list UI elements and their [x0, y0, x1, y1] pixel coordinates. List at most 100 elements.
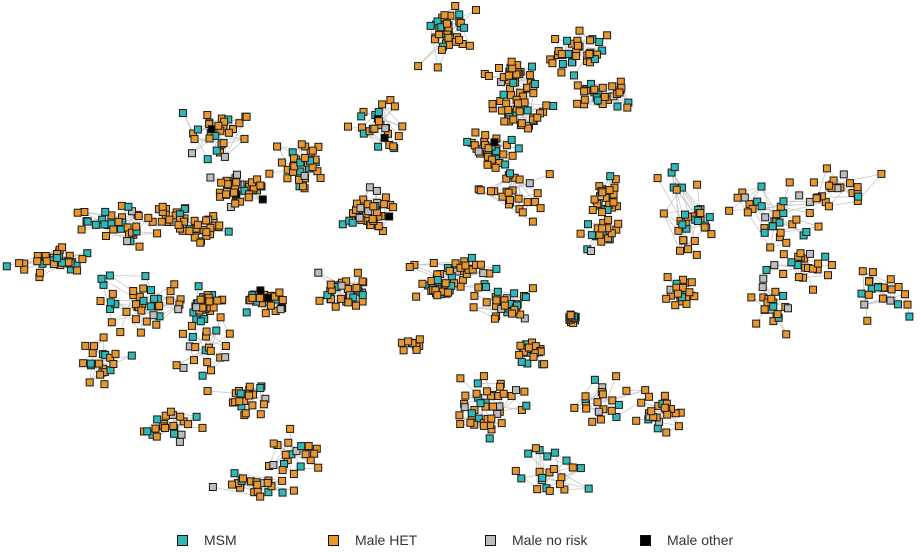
network-node: [490, 314, 499, 323]
network-node: [143, 427, 152, 436]
network-node: [256, 286, 265, 295]
network-node: [483, 160, 492, 169]
network-node: [220, 117, 229, 126]
network-node: [389, 203, 398, 212]
network-node: [203, 111, 212, 119]
network-node: [488, 100, 497, 108]
network-node: [479, 421, 488, 430]
network-node: [190, 356, 198, 365]
network-node: [139, 296, 148, 305]
network-node: [220, 152, 229, 161]
network-node: [779, 291, 788, 300]
network-node: [390, 102, 399, 111]
network-node: [533, 113, 542, 122]
network-node: [137, 306, 146, 315]
network-node: [570, 403, 579, 412]
network-node: [598, 208, 606, 217]
network-node: [785, 178, 794, 187]
network-node: [331, 302, 340, 311]
network-edge: [553, 468, 589, 489]
legend: MSM Male HET Male no risk Male other: [0, 529, 921, 551]
network-node: [193, 125, 202, 134]
network-node: [146, 302, 155, 311]
network-node: [612, 372, 621, 381]
network-node: [248, 401, 257, 410]
network-node: [864, 290, 873, 299]
network-node: [15, 259, 24, 268]
network-node: [461, 391, 470, 400]
network-node: [549, 102, 558, 110]
network-node: [568, 463, 577, 472]
network-node: [733, 193, 742, 202]
network-node: [779, 250, 788, 259]
network-node: [323, 291, 332, 300]
network-node: [623, 103, 632, 112]
network-node: [166, 407, 175, 416]
network-node: [479, 372, 488, 381]
network-node: [782, 238, 791, 247]
network-node: [622, 386, 631, 395]
network-node: [155, 301, 164, 310]
network-node: [548, 59, 557, 68]
network-node: [581, 392, 590, 401]
network-node: [265, 169, 274, 178]
network-node: [641, 386, 650, 395]
network-node: [500, 117, 509, 126]
network-node: [489, 402, 497, 411]
network-node: [653, 174, 662, 183]
network-node: [142, 317, 151, 326]
legend-label-male-no-risk: Male no risk: [512, 532, 588, 548]
network-node: [77, 225, 86, 234]
network-node: [202, 327, 211, 336]
network-node: [812, 194, 821, 203]
network-node: [96, 297, 105, 305]
network-node: [696, 209, 705, 217]
network-node: [278, 488, 287, 497]
network-node: [587, 231, 596, 240]
network-node: [278, 296, 287, 304]
network-node: [78, 255, 87, 264]
network-node: [129, 287, 138, 295]
network-node: [573, 99, 582, 108]
network-node: [518, 208, 527, 217]
network-node: [314, 268, 323, 277]
network-node: [127, 351, 136, 360]
network-node: [678, 220, 687, 229]
network-edge: [671, 172, 701, 210]
network-edge: [509, 192, 538, 201]
network-node: [512, 386, 520, 395]
network-node: [481, 131, 490, 140]
network-node: [743, 208, 752, 217]
network-node: [528, 62, 536, 71]
network-node: [471, 128, 480, 137]
network-node: [203, 155, 212, 164]
network-node: [550, 448, 559, 457]
network-node: [297, 140, 306, 149]
network-node: [874, 283, 882, 292]
network-node: [165, 215, 174, 224]
network-node: [205, 134, 214, 143]
network-node: [300, 153, 309, 162]
network-node: [289, 470, 298, 478]
network-node: [374, 117, 383, 126]
network-node: [304, 442, 313, 450]
network-node: [507, 135, 516, 144]
network-node: [545, 170, 554, 179]
network-node: [770, 261, 779, 270]
network-node: [700, 223, 709, 232]
network-node: [301, 450, 310, 459]
network-node: [256, 492, 265, 501]
network-edge: [737, 197, 771, 248]
network-node: [212, 146, 221, 155]
network-node: [242, 112, 251, 121]
network-node: [795, 191, 804, 200]
network-node: [529, 352, 538, 361]
network-node: [277, 158, 286, 167]
network-node: [161, 424, 169, 432]
network-node: [365, 183, 374, 192]
network-node: [240, 134, 249, 143]
network-node: [768, 222, 777, 231]
network-node: [672, 185, 681, 194]
network-node: [517, 474, 526, 483]
network-node: [487, 187, 495, 196]
